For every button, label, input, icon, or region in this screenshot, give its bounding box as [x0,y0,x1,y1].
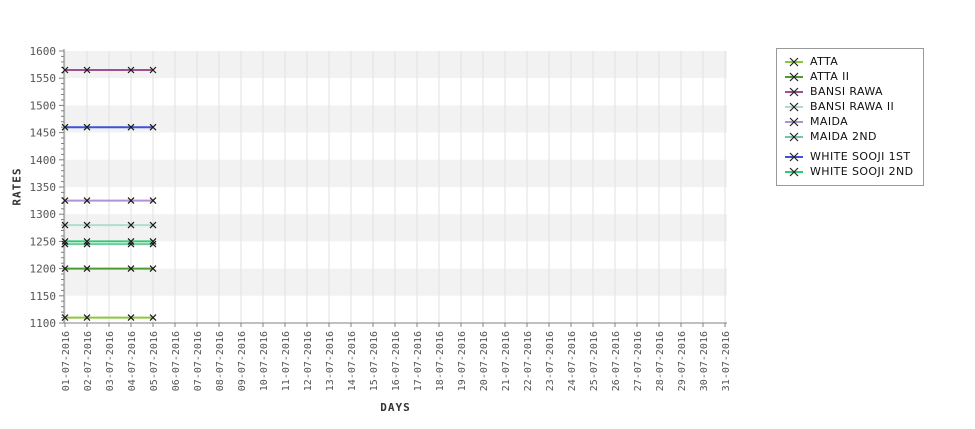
svg-text:19-07-2016: 19-07-2016 [457,331,468,391]
legend-marker-icon [785,87,803,96]
svg-text:1400: 1400 [30,154,57,167]
svg-text:07-07-2016: 07-07-2016 [193,331,204,391]
svg-text:23-07-2016: 23-07-2016 [545,331,556,391]
svg-text:04-07-2016: 04-07-2016 [127,331,138,391]
legend-item: WHITE SOOJI 2ND [784,164,914,179]
svg-text:27-07-2016: 27-07-2016 [633,331,644,391]
legend-marker-icon [785,102,803,111]
svg-text:20-07-2016: 20-07-2016 [479,331,490,391]
svg-text:1450: 1450 [30,127,57,140]
legend-label: ATTA II [810,70,850,83]
legend-item: MAIDA [784,114,914,129]
legend-label: BANSI RAWA II [810,100,895,113]
svg-text:14-07-2016: 14-07-2016 [347,331,358,391]
legend-item: MAIDA 2ND [784,129,914,144]
legend-marker-icon [785,57,803,66]
legend-label: WHITE SOOJI 2ND [810,165,914,178]
svg-text:21-07-2016: 21-07-2016 [501,331,512,391]
svg-text:17-07-2016: 17-07-2016 [413,331,424,391]
svg-text:18-07-2016: 18-07-2016 [435,331,446,391]
legend-item: ATTA II [784,69,914,84]
y-axis-title: RATES [10,167,24,206]
svg-text:09-07-2016: 09-07-2016 [237,331,248,391]
svg-text:1550: 1550 [30,72,57,85]
svg-text:10-07-2016: 10-07-2016 [259,331,270,391]
legend-label: BANSI RAWA [810,85,883,98]
svg-text:12-07-2016: 12-07-2016 [303,331,314,391]
legend-label: MAIDA [810,115,849,128]
svg-text:1300: 1300 [30,208,57,221]
svg-text:1150: 1150 [30,290,57,303]
svg-text:03-07-2016: 03-07-2016 [105,331,116,391]
svg-text:02-07-2016: 02-07-2016 [83,331,94,391]
svg-text:29-07-2016: 29-07-2016 [677,331,688,391]
legend-marker-icon [785,72,803,81]
legend-marker-icon [785,152,803,161]
svg-text:26-07-2016: 26-07-2016 [611,331,622,391]
legend-marker-icon [785,132,803,141]
svg-text:11-07-2016: 11-07-2016 [281,331,292,391]
legend-label: ATTA [810,55,839,68]
legend-item: ATTA [784,54,914,69]
svg-text:05-07-2016: 05-07-2016 [149,331,160,391]
svg-text:28-07-2016: 28-07-2016 [655,331,666,391]
svg-text:25-07-2016: 25-07-2016 [589,331,600,391]
svg-text:1500: 1500 [30,99,57,112]
x-axis-title: DAYS [380,401,411,414]
svg-text:1200: 1200 [30,263,57,276]
svg-text:1250: 1250 [30,235,57,248]
svg-text:01-07-2016: 01-07-2016 [61,331,72,391]
legend-item: BANSI RAWA [784,84,914,99]
chart-legend: ATTA ATTA II BANSI RAWA BANSI RAWA II MAIDA M… [776,48,924,186]
svg-text:22-07-2016: 22-07-2016 [523,331,534,391]
legend-label: WHITE SOOJI 1ST [810,150,911,163]
svg-text:1350: 1350 [30,181,57,194]
legend-item: BANSI RAWA II [784,99,914,114]
svg-text:06-07-2016: 06-07-2016 [171,331,182,391]
svg-text:24-07-2016: 24-07-2016 [567,331,578,391]
svg-text:16-07-2016: 16-07-2016 [391,331,402,391]
legend-label: MAIDA 2ND [810,130,877,143]
legend-marker-icon [785,167,803,176]
svg-text:1600: 1600 [30,45,57,58]
svg-text:08-07-2016: 08-07-2016 [215,331,226,391]
legend-marker-icon [785,117,803,126]
svg-text:15-07-2016: 15-07-2016 [369,331,380,391]
svg-text:13-07-2016: 13-07-2016 [325,331,336,391]
svg-text:30-07-2016: 30-07-2016 [699,331,710,391]
legend-item: WHITE SOOJI 1ST [784,149,914,164]
svg-text:31-07-2016: 31-07-2016 [721,331,732,391]
svg-text:1100: 1100 [30,317,57,330]
